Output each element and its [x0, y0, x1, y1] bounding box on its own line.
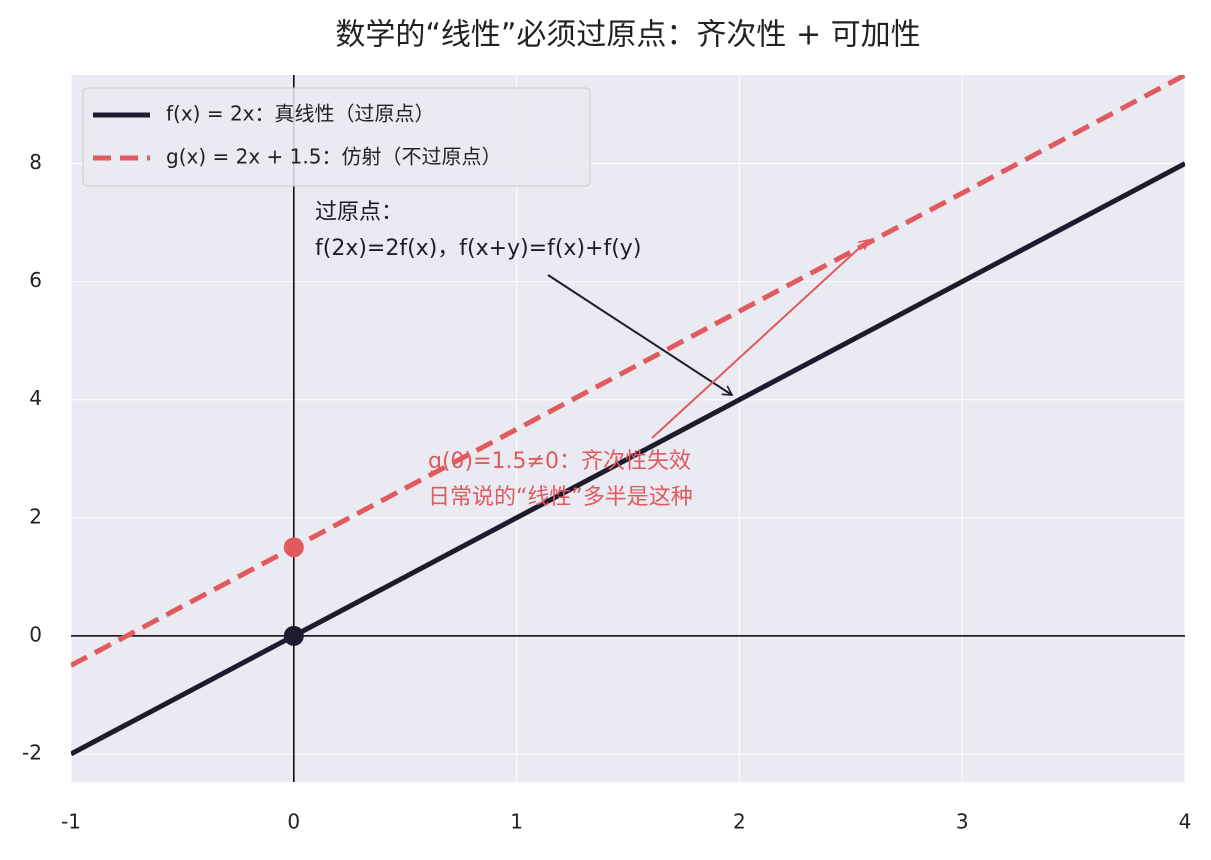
x-tick-label: 3	[956, 810, 969, 834]
annotation: g(0)=1.5≠0：齐次性失效	[428, 449, 691, 474]
y-tick-label: 4	[29, 386, 42, 410]
x-tick-label: 4	[1179, 810, 1192, 834]
y-tick-label: -2	[22, 740, 42, 764]
x-tick-label: 2	[733, 810, 746, 834]
x-tick-label: 1	[510, 810, 523, 834]
legend-box	[82, 87, 591, 187]
arrow	[651, 238, 870, 439]
y-tick-label: 8	[29, 150, 42, 174]
point	[283, 625, 304, 646]
series-line	[71, 161, 1185, 757]
legend-label: g(x) = 2x + 1.5：仿射（不过原点）	[166, 145, 501, 169]
chart-title: 数学的“线性”必须过原点：齐次性 + 可加性	[335, 18, 920, 53]
annotation: 过原点：	[315, 200, 403, 225]
point	[283, 537, 304, 558]
x-tick-label: -1	[61, 810, 81, 834]
arrow	[547, 274, 734, 396]
annotation: f(2x)=2f(x)，f(x+y)=f(x)+f(y)	[315, 236, 641, 261]
legend-label: f(x) = 2x：真线性（过原点）	[166, 102, 435, 126]
y-tick-label: 6	[29, 268, 42, 292]
plot-area	[71, 75, 1185, 782]
y-tick-label: 2	[29, 504, 42, 528]
series-line	[71, 75, 1185, 668]
y-tick-label: 0	[29, 622, 42, 646]
annotation: 日常说的“线性”多半是这种	[428, 485, 693, 510]
x-tick-label: 0	[287, 810, 300, 834]
